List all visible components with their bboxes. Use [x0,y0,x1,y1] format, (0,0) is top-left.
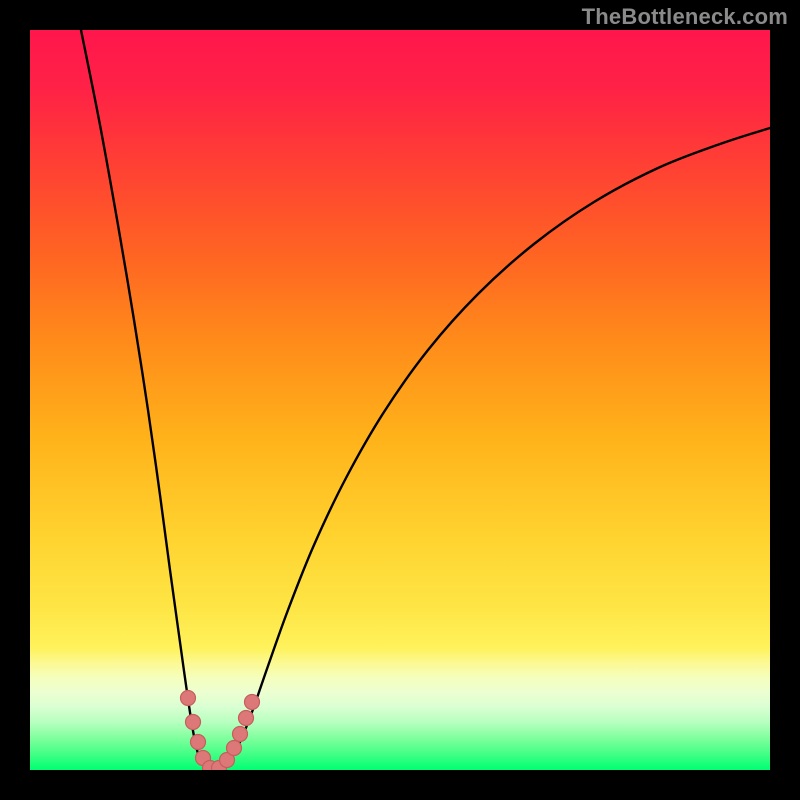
plot-area [30,30,770,770]
curve-marker [186,715,201,730]
curve-marker [181,691,196,706]
curve-marker [233,727,248,742]
curve-marker [227,741,242,756]
curve-marker [191,735,206,750]
chart-frame: TheBottleneck.com [0,0,800,800]
curve-marker [239,711,254,726]
curve-layer [30,30,770,770]
bottleneck-curve [81,30,770,770]
attribution-watermark: TheBottleneck.com [582,4,788,30]
curve-marker [245,695,260,710]
